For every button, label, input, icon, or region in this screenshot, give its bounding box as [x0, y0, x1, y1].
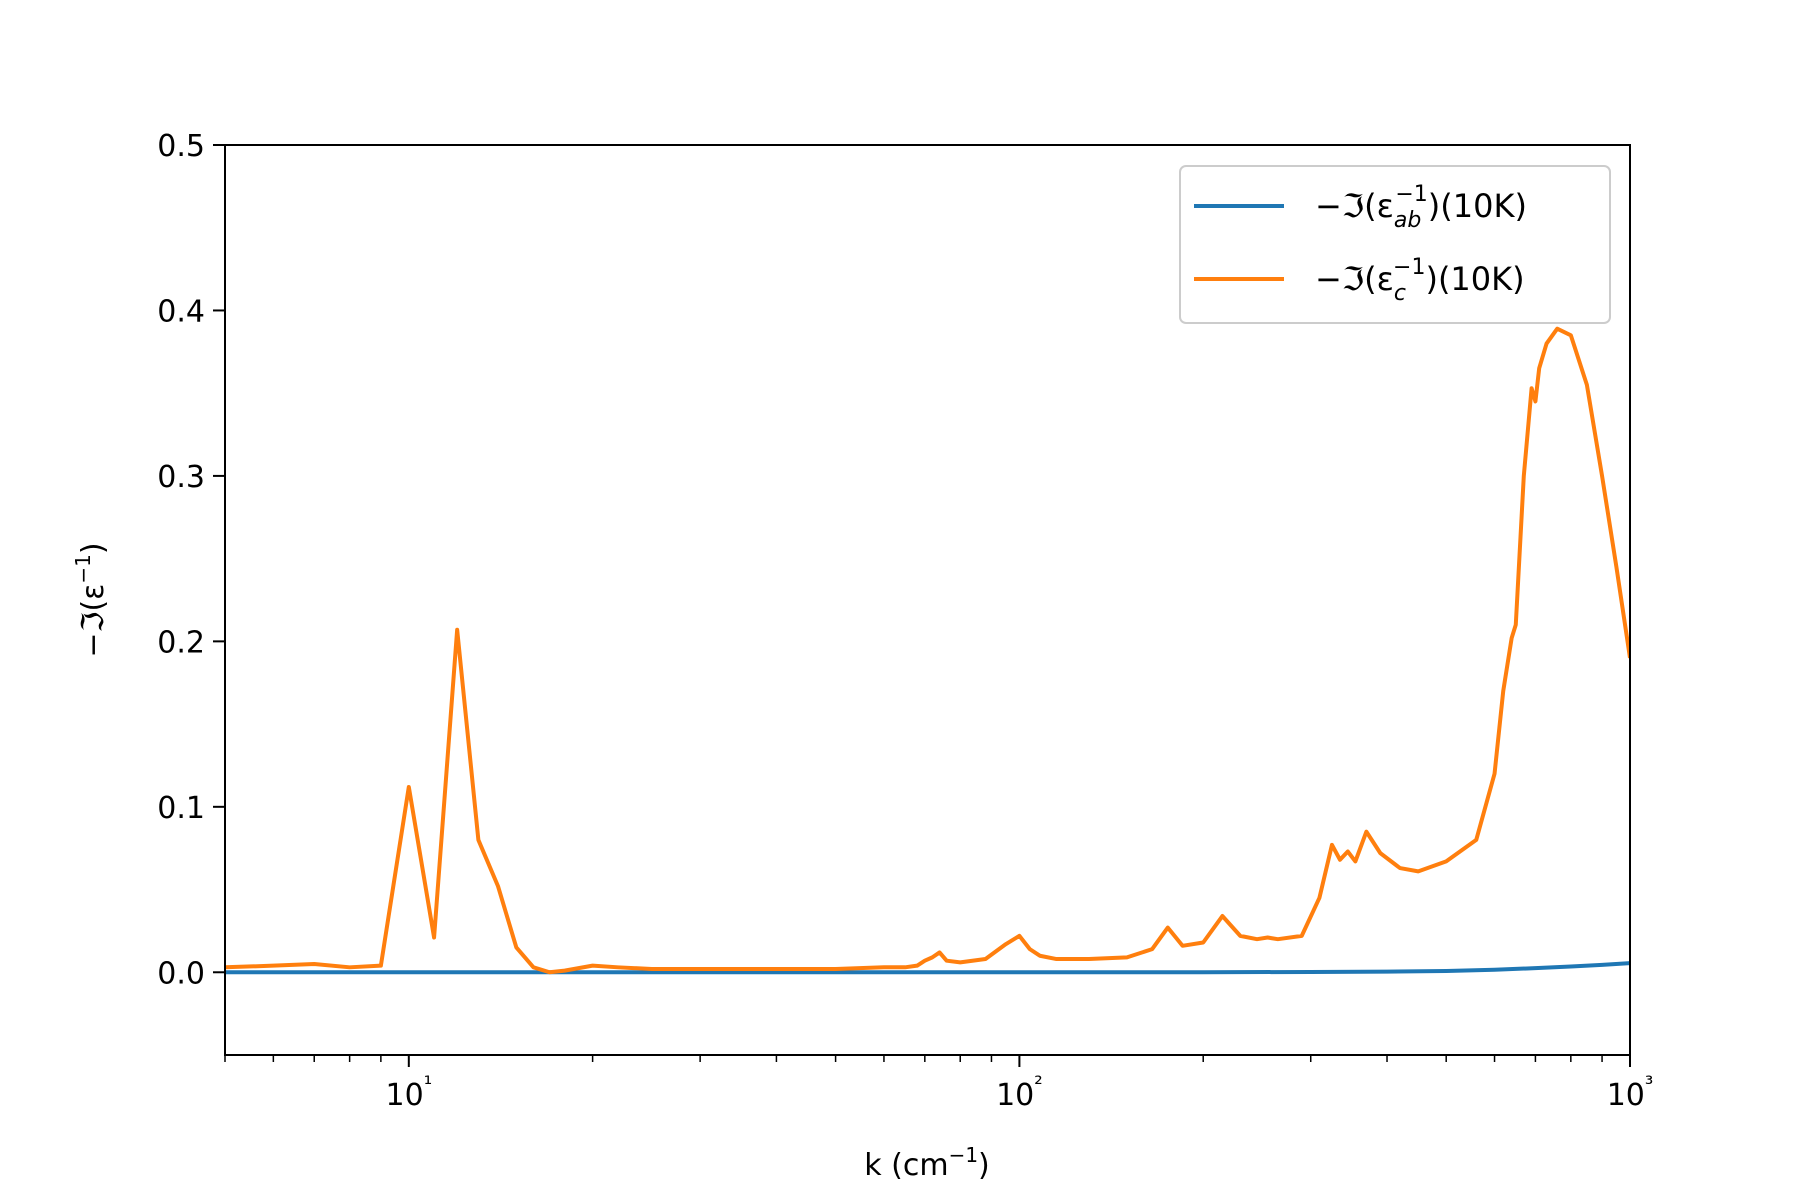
y-tick-label: 0.3: [157, 460, 205, 495]
y-axis: 0.0 0.1 0.2 0.3 0.4 0.5: [157, 129, 225, 991]
series-line-c: [225, 326, 1630, 975]
plot-frame: [224, 144, 1631, 1056]
y-tick-label: 0.4: [157, 294, 205, 329]
legend-entry-label: −ℑ(εab−1)(10K): [1315, 182, 1527, 233]
x-tick-label: 10²: [996, 1072, 1043, 1113]
x-tick-label: 10¹: [386, 1072, 433, 1113]
legend: −ℑ(εab−1)(10K) −ℑ(εc−1)(10K): [1179, 165, 1611, 324]
x-axis-label: k (cm−1): [864, 1143, 990, 1183]
x-axis: 10¹ 10² 10³: [224, 1055, 1654, 1113]
y-tick-label: 0.0: [157, 956, 205, 991]
y-tick-label: 0.5: [157, 129, 205, 164]
series-layer: [225, 326, 1630, 975]
y-tick-label: 0.2: [157, 625, 205, 660]
legend-entry-label: −ℑ(εc−1)(10K): [1315, 255, 1525, 306]
y-axis-label: −ℑ(ε−1): [71, 542, 111, 657]
x-tick-label: 10³: [1607, 1072, 1654, 1113]
legend-box: [1179, 165, 1611, 324]
series-line-ab: [225, 961, 1630, 975]
y-tick-label: 0.1: [157, 791, 205, 826]
